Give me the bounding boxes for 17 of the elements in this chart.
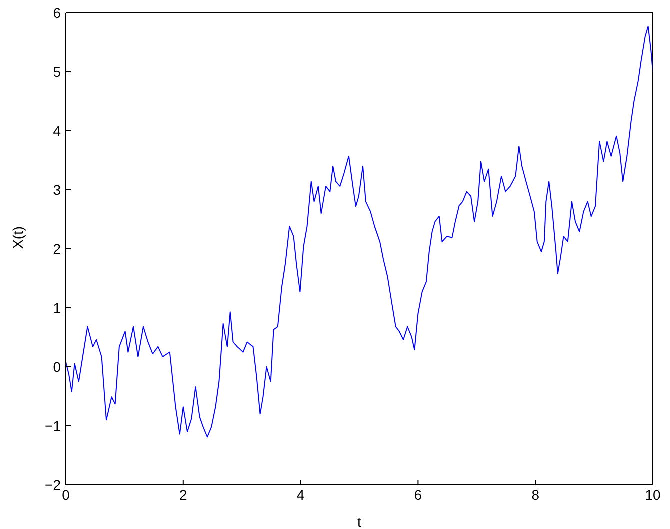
x-axis-title: t xyxy=(358,514,362,529)
y-tick-label: 2 xyxy=(53,240,62,257)
y-tick-label: 6 xyxy=(53,4,62,21)
y-axis-title: X(t) xyxy=(10,226,26,249)
line-series xyxy=(66,26,653,438)
x-tick-label: 2 xyxy=(180,486,188,503)
x-tick-label: 10 xyxy=(645,486,661,503)
x-tick-label: 6 xyxy=(414,486,422,503)
x-tick-label: 4 xyxy=(296,486,305,503)
y-tick-label: 0 xyxy=(53,358,62,375)
y-tick-label: 5 xyxy=(53,64,62,80)
y-tick-label: 3 xyxy=(53,182,62,198)
y-tick-label: 4 xyxy=(53,122,62,139)
x-tick-label: 8 xyxy=(532,486,540,503)
y-tick-label: −2 xyxy=(45,476,62,493)
y-tick-label: 1 xyxy=(53,300,62,316)
y-tick-label: −1 xyxy=(45,418,62,434)
